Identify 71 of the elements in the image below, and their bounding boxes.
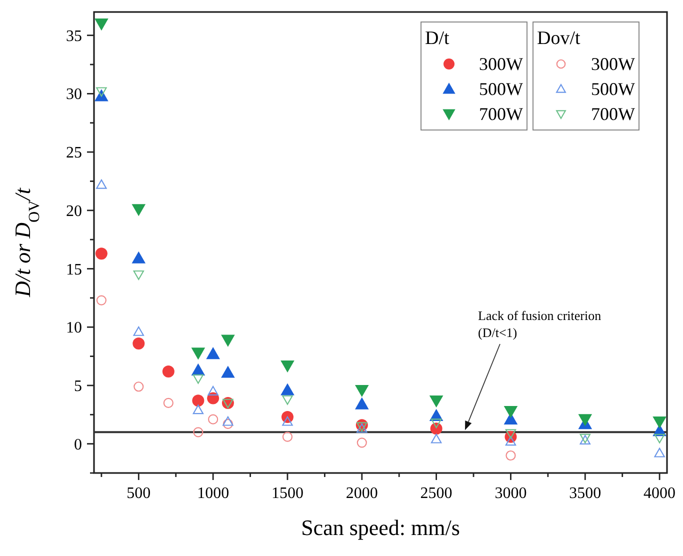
point — [133, 326, 144, 336]
point — [132, 204, 146, 216]
point — [162, 365, 174, 378]
legend-label: 700W — [591, 104, 635, 124]
point — [208, 386, 218, 396]
y-tick-label: 20 — [66, 202, 82, 220]
point — [280, 383, 294, 396]
point — [96, 87, 107, 97]
point — [505, 436, 516, 446]
legend-label: 500W — [591, 79, 635, 99]
point — [506, 450, 516, 461]
legend-label: 500W — [479, 79, 523, 99]
point — [208, 414, 218, 424]
x-tick-label: 3000 — [494, 485, 527, 502]
legend-label: 700W — [479, 104, 523, 124]
point — [96, 295, 106, 306]
y-tick-label: 25 — [66, 144, 82, 162]
point — [504, 406, 518, 418]
point — [354, 397, 369, 410]
point — [206, 347, 220, 360]
point — [221, 334, 235, 347]
point — [132, 337, 145, 350]
y-tick-label: 5 — [74, 378, 82, 395]
point — [356, 438, 367, 448]
text: D/t — [425, 28, 450, 49]
point — [207, 392, 220, 404]
y-tick-label: 30 — [66, 86, 82, 104]
point — [191, 348, 206, 360]
y-tick-label: 15 — [66, 261, 82, 278]
point — [282, 395, 293, 405]
point — [192, 404, 204, 414]
point — [193, 427, 204, 438]
x-tick-label: 1000 — [197, 485, 230, 502]
point — [94, 18, 108, 31]
x-tick-label: 1500 — [271, 485, 304, 502]
x-tick-label: 4000 — [644, 485, 676, 502]
x-tick-label: 3500 — [569, 485, 602, 502]
point — [282, 432, 293, 442]
point — [222, 418, 233, 430]
point — [163, 398, 174, 408]
text: Dov/t — [537, 28, 580, 49]
point — [505, 429, 516, 439]
point — [222, 416, 234, 426]
point — [282, 416, 293, 426]
annotation: Lack of fusion criterion (D/t<1) — [478, 308, 602, 340]
point — [430, 434, 442, 444]
point — [221, 366, 235, 378]
x-tick-label: 2500 — [420, 485, 452, 502]
point — [354, 384, 369, 398]
y-tick-label: 35 — [66, 28, 82, 45]
point — [133, 270, 144, 280]
x-axis-title: Scan speed: mm/s — [301, 515, 460, 540]
y-tick-label: 0 — [74, 436, 82, 454]
point — [654, 434, 665, 444]
point — [192, 394, 204, 407]
point — [652, 416, 666, 429]
point — [96, 179, 107, 189]
x-tick-label: 2000 — [346, 485, 378, 502]
point — [192, 374, 204, 384]
y-tick-label: 10 — [66, 320, 82, 337]
point — [280, 360, 294, 373]
legend-label: 300W — [479, 54, 523, 74]
x-tick-label: 500 — [126, 485, 151, 502]
point — [429, 395, 444, 408]
point — [578, 414, 592, 426]
point — [132, 251, 146, 264]
point — [430, 418, 442, 428]
point — [95, 248, 108, 260]
point — [134, 382, 144, 392]
legend-label: 300W — [591, 54, 635, 74]
point — [654, 448, 665, 458]
